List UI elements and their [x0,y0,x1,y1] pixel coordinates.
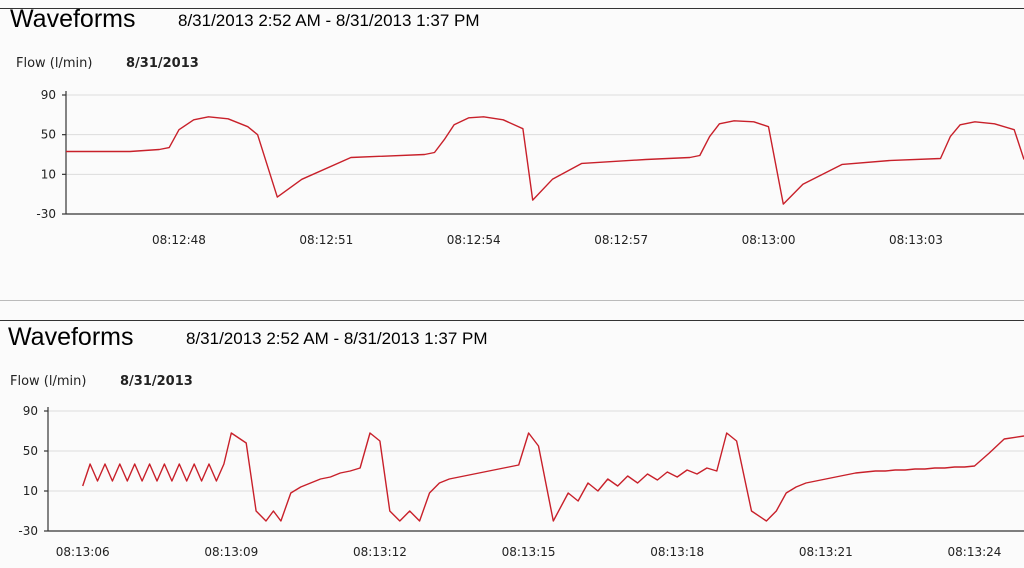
date-range: 8/31/2013 2:52 AM - 8/31/2013 1:37 PM [186,329,488,348]
y-tick-label: 90 [41,88,56,102]
waveform-panel-1: Waveforms 8/31/2013 2:52 AM - 8/31/2013 … [0,5,1024,247]
x-tick-label: 08:13:18 [650,545,704,559]
chart-date: 8/31/2013 [126,56,199,71]
panel-title: Waveforms [10,5,136,33]
x-tick-label: 08:13:15 [502,545,556,559]
y-tick-label: 50 [41,128,56,142]
x-tick-label: 08:12:57 [594,233,648,247]
x-tick-label: 08:12:51 [299,233,353,247]
flow-chart-1: 90 50 10 -30 08:12:48 08:12:51 08:12:54 08:12:5… [36,88,1024,247]
page-divider [0,300,1024,301]
y-tick-label: -30 [18,524,38,538]
waveform-panel-2: Waveforms 8/31/2013 2:52 AM - 8/31/2013 … [0,318,1024,568]
chart-date: 8/31/2013 [120,374,193,389]
x-tick-label: 08:12:48 [152,233,206,247]
date-range: 8/31/2013 2:52 AM - 8/31/2013 1:37 PM [178,11,480,30]
x-tick-label: 08:13:03 [889,233,943,247]
flow-series-line [82,432,1024,522]
panel-top-rule [0,320,1024,321]
x-tick-label: 08:13:21 [799,545,853,559]
y-tick-label: 50 [23,444,38,458]
x-tick-label: 08:13:00 [742,233,796,247]
x-tick-label: 08:13:09 [204,545,258,559]
x-tick-label: 08:13:06 [56,545,110,559]
y-tick-label: 10 [23,484,38,498]
flow-series-line [66,116,1024,205]
series-label: Flow (l/min) [10,374,87,389]
flow-chart-2: 90 50 10 -30 08:13:06 08:13:09 08:13:12 08:13:1… [18,404,1024,559]
series-label: Flow (l/min) [16,56,93,71]
y-tick-label: 10 [41,167,56,181]
panel-title: Waveforms [8,323,134,351]
y-tick-label: -30 [36,207,56,221]
x-tick-label: 08:13:12 [353,545,407,559]
x-tick-label: 08:13:24 [948,545,1002,559]
x-tick-label: 08:12:54 [447,233,501,247]
panel-top-rule [0,8,1024,9]
y-tick-label: 90 [23,404,38,418]
